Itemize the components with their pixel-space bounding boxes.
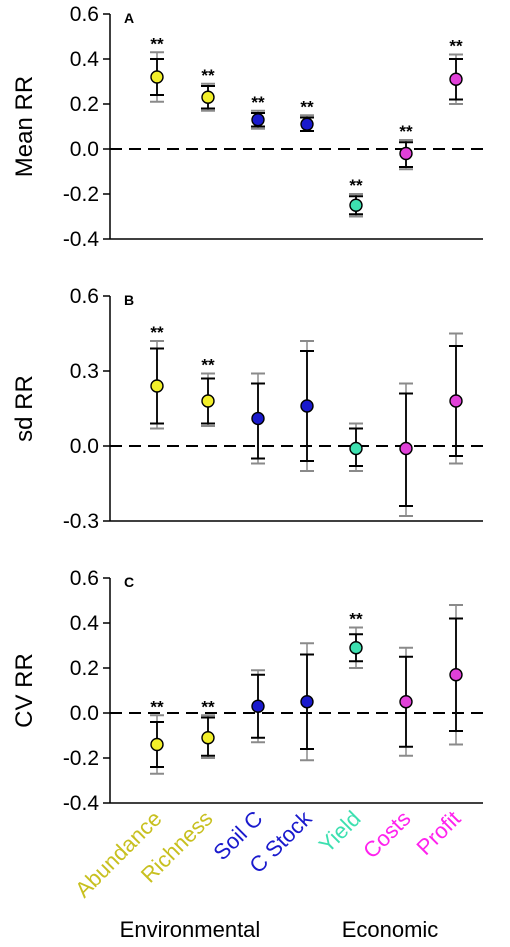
mean-marker [300,399,314,413]
y-axis-label: sd RR [11,375,38,442]
mean-marker [201,90,215,104]
data-point-yield: ** [349,176,363,218]
mean-marker [349,641,363,655]
mean-marker [150,737,164,752]
y-tick-label: -0.2 [63,747,99,770]
mean-marker [399,695,413,709]
data-point-soil-c [251,372,265,465]
y-tick-label: 0.6 [70,285,99,308]
data-point-costs [399,646,413,757]
significance-marker: ** [399,122,413,141]
significance-marker: ** [201,66,215,85]
mean-marker [150,379,164,393]
significance-marker: ** [349,176,363,195]
significance-marker: ** [449,37,463,56]
significance-marker: ** [150,323,164,342]
mean-marker [399,146,413,161]
significance-marker: ** [201,697,215,716]
y-axis-label: Mean RR [11,76,38,177]
group-label-environmental: Environmental [120,917,261,942]
y-axis-label: CV RR [11,653,38,728]
x-tick-label: Yield [314,806,366,858]
data-point-richness: ** [201,356,215,427]
y-tick-label: 0.4 [70,612,100,635]
y-tick-label: 0.2 [70,93,99,116]
y-tick-label: 0.3 [70,360,99,383]
data-point-yield [349,422,363,472]
data-point-abundance: ** [150,323,164,430]
mean-marker [449,394,463,408]
significance-marker: ** [150,34,164,53]
x-tick-label: Profit [412,806,466,860]
data-point-c-stock [300,642,314,762]
mean-marker [150,70,164,84]
data-point-abundance: ** [150,697,164,775]
mean-marker [300,695,314,709]
significance-marker: ** [300,97,314,116]
y-tick-label: 0.6 [70,3,99,26]
panel-letter: C [124,574,134,590]
data-point-richness: ** [201,697,215,759]
significance-marker: ** [349,610,363,629]
x-tick-label: Costs [358,806,415,863]
mean-marker [251,411,265,426]
y-tick-label: -0.4 [63,792,100,815]
data-point-soil-c [251,669,265,744]
y-tick-label: 0.2 [70,657,99,680]
y-tick-label: 0.0 [70,138,99,161]
data-point-costs: ** [399,122,413,171]
data-point-soil-c: ** [251,93,265,130]
mean-marker [449,72,463,86]
data-point-profit: ** [449,37,463,105]
mean-marker [349,441,363,456]
group-label-economic: Economic [342,917,439,942]
mean-marker [251,113,265,127]
y-tick-label: -0.3 [63,510,99,533]
panel-c: -0.4 -0.2 0.0 0.2 0.4 0.6 CV RR C ** ** ** [11,567,483,815]
mean-marker [251,699,265,713]
panel-letter: A [124,10,134,26]
mean-marker [300,117,314,131]
data-point-costs [399,382,413,517]
y-tick-label: 0.0 [70,435,99,458]
significance-marker: ** [150,697,164,716]
data-point-richness: ** [201,66,215,112]
mean-marker [449,668,463,682]
data-point-yield: ** [349,610,363,669]
significance-marker: ** [201,356,215,375]
y-tick-label: 0.6 [70,567,99,590]
data-point-profit [449,604,463,746]
y-tick-label: 0.4 [70,48,100,71]
significance-marker: ** [251,93,265,112]
mean-marker [201,394,215,408]
y-tick-label: -0.2 [63,183,99,206]
data-point-abundance: ** [150,34,164,103]
panel-letter: B [124,292,134,308]
data-point-c-stock: ** [300,97,314,132]
panel-a: -0.4 -0.2 0.0 0.2 0.4 0.6 Mean RR A ** ** ** ** ** **… [11,3,483,251]
mean-marker [399,441,413,456]
y-tick-label: -0.4 [63,228,100,251]
mean-marker [201,731,215,745]
panel-b: -0.3 0.0 0.3 0.6 sd RR B ** ** [11,285,483,533]
y-tick-label: 0.0 [70,702,99,725]
data-point-profit [449,332,463,465]
mean-marker [349,198,363,212]
data-point-c-stock [300,340,314,472]
